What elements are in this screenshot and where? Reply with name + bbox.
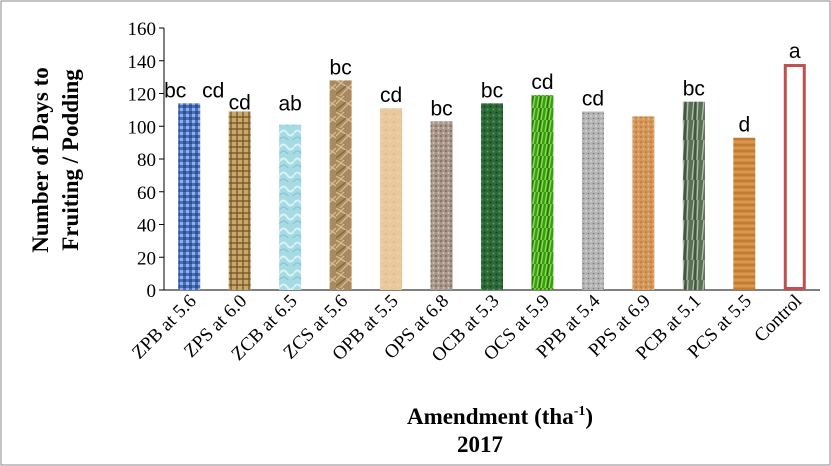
x-axis-title: Amendment (tha-1) — [407, 404, 593, 429]
bar-letter-label: d — [738, 114, 750, 137]
y-tick-label: 160 — [128, 19, 157, 40]
bar-letter-label: bc — [481, 79, 503, 102]
y-tick-label: 100 — [128, 117, 157, 138]
y-axis-title-line2: Fruiting / Podding — [58, 69, 83, 251]
y-tick-label: 0 — [147, 281, 157, 302]
y-tick-label: 140 — [128, 52, 157, 73]
bar — [430, 121, 453, 291]
bar — [632, 116, 655, 290]
x-axis-title-text: Amendment (tha — [407, 404, 574, 429]
y-tick-label: 120 — [128, 85, 157, 106]
bar — [783, 64, 806, 291]
bar — [178, 103, 201, 290]
bar-letter-label: ab — [278, 93, 301, 116]
bar — [481, 103, 503, 290]
x-axis-title-close: ) — [585, 404, 593, 429]
bars — [178, 64, 806, 291]
bar — [228, 111, 251, 290]
bar-letter-label: cd — [380, 84, 402, 107]
bar-letter-label: bc — [430, 97, 452, 120]
y-axis-ticks: 0 20 40 60 80 100 120 140 160 — [128, 19, 164, 302]
bar-letter-label: bc — [683, 78, 705, 101]
bar-letter-label: bc — [164, 79, 186, 102]
y-tick-label: 80 — [137, 150, 156, 171]
y-axis-title: Number of Days to Fruiting / Podding — [28, 67, 83, 252]
y-tick-label: 20 — [137, 248, 156, 269]
x-axis-title-sup: -1 — [574, 404, 586, 419]
bar — [279, 124, 302, 290]
bar — [531, 95, 554, 290]
bar — [682, 101, 705, 290]
chart-subtitle: 2017 — [457, 432, 503, 457]
bar — [329, 80, 352, 291]
y-axis-title-line1: Number of Days to — [28, 67, 53, 252]
bar — [581, 111, 604, 290]
bar-letter-label: cd — [202, 79, 224, 102]
y-tick-label: 60 — [137, 183, 156, 204]
bar-letter-label: cd — [582, 88, 604, 111]
bar — [380, 108, 403, 290]
bar-letter-label: a — [789, 40, 801, 63]
bar-letter-label: bc — [330, 56, 352, 79]
bar-letter-label: cd — [531, 71, 553, 94]
y-tick-label: 40 — [137, 216, 156, 237]
bar-letter-label: cd — [229, 92, 251, 115]
bar — [733, 137, 756, 290]
